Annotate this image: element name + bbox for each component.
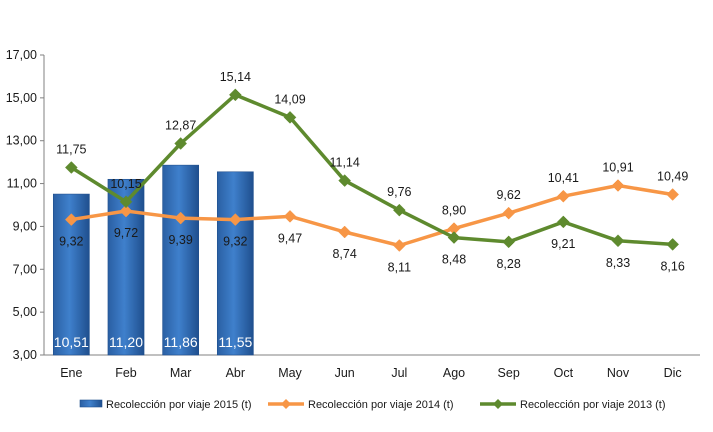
y-tick-label: 7,00 [13,262,37,276]
x-tick-label: Ene [60,366,82,380]
series-2013-data-label: 8,33 [606,256,630,270]
series-2014-point [64,213,78,226]
series-2014-data-label: 10,41 [548,171,579,185]
series-2013-line [70,93,673,247]
series-2013-data-label: 12,87 [165,119,196,133]
x-tick-label: Feb [115,366,137,380]
series-2013-data-label: 11,14 [329,156,359,170]
series-2013-data-label: 11,75 [56,143,86,157]
series-2014-data-label: 10,49 [657,170,688,184]
series-2013-point [392,203,406,217]
series-2014-point [338,225,352,239]
series-2013-data-label: 8,16 [660,259,684,273]
y-tick-label: 9,00 [13,219,37,233]
y-tick-label: 13,00 [6,134,37,148]
series-2013-point [666,238,680,251]
bar-2015-data-label: 11,55 [218,334,252,350]
series-2013-data-label: 9,21 [551,237,575,251]
series-2014-point [119,204,133,218]
y-tick-label: 5,00 [13,305,37,319]
legend-2013-swatch-marker [493,399,503,409]
series-2014-data-label: 9,47 [278,231,302,245]
series-2013-point [556,215,570,229]
series-2014-point [666,188,680,201]
series-2014-data-label: 9,62 [496,188,520,202]
series-2014-data-label: 8,11 [388,261,411,275]
series-2013-point [64,161,78,174]
series-2013-point [174,137,188,150]
series-2013-data-label: 10,15 [110,177,141,191]
legend-2014-label: Recolección por viaje 2014 (t) [308,399,454,411]
x-tick-label: Jun [335,366,355,380]
series-2013-point [611,234,625,248]
x-tick-label: Sep [498,366,520,380]
series-2014-point [502,206,516,220]
series-2014-point [392,239,406,252]
series-2013-data-label: 14,09 [274,92,305,106]
series-2013-data-label: 15,14 [220,70,251,84]
x-tick-label: Jul [391,366,407,380]
legend-2015-label: Recolección por viaje 2015 (t) [106,399,252,411]
series-2013-data-label: 8,48 [442,253,466,267]
x-tick-label: Dic [664,366,682,380]
series-2013-point [228,88,242,102]
series-2013-data-label: 9,76 [387,185,411,199]
series-2014-point [556,189,570,203]
bar-2015-data-label: 11,86 [164,334,198,350]
bar-2015-data-label: 11,20 [109,334,143,350]
series-2014-data-label: 9,39 [168,233,192,247]
bar-2015 [216,171,254,356]
bar-2015 [162,164,200,356]
legend-2014-swatch-marker [281,399,291,409]
series-2013-point [119,195,133,209]
x-tick-label: Oct [554,366,574,380]
x-tick-label: Ago [443,366,465,380]
series-2013-point [338,174,352,187]
y-tick-label: 17,00 [6,48,37,62]
series-2014-point [228,213,242,226]
x-tick-label: Abr [226,366,245,380]
series-2013-point [502,235,516,249]
series-2014-data-label: 10,91 [602,161,633,175]
series-2014-data-label: 8,74 [332,247,356,261]
series-2014-data-label: 8,90 [442,204,466,218]
series-2014-line [71,183,673,248]
series-2013-data-label: 8,28 [496,257,520,271]
y-tick-label: 3,00 [13,348,37,362]
series-2014-point [611,179,625,192]
x-tick-label: May [278,366,302,380]
series-2013-point [447,231,461,244]
bar-2015-data-label: 10,51 [54,334,89,350]
series-2014-point [283,210,297,223]
series-2014-point [174,211,188,225]
x-tick-label: Nov [607,366,630,380]
series-2013-point [283,111,297,124]
series-2014-data-label: 9,32 [223,235,247,249]
x-tick-label: Mar [170,366,192,380]
legend-2015-swatch [79,399,103,408]
series-2014-data-label: 9,72 [114,226,138,240]
y-tick-label: 11,00 [7,177,37,191]
y-tick-label: 15,00 [6,91,37,105]
series-2014-data-label: 9,32 [59,235,83,249]
legend-2013-label: Recolección por viaje 2013 (t) [520,399,666,411]
